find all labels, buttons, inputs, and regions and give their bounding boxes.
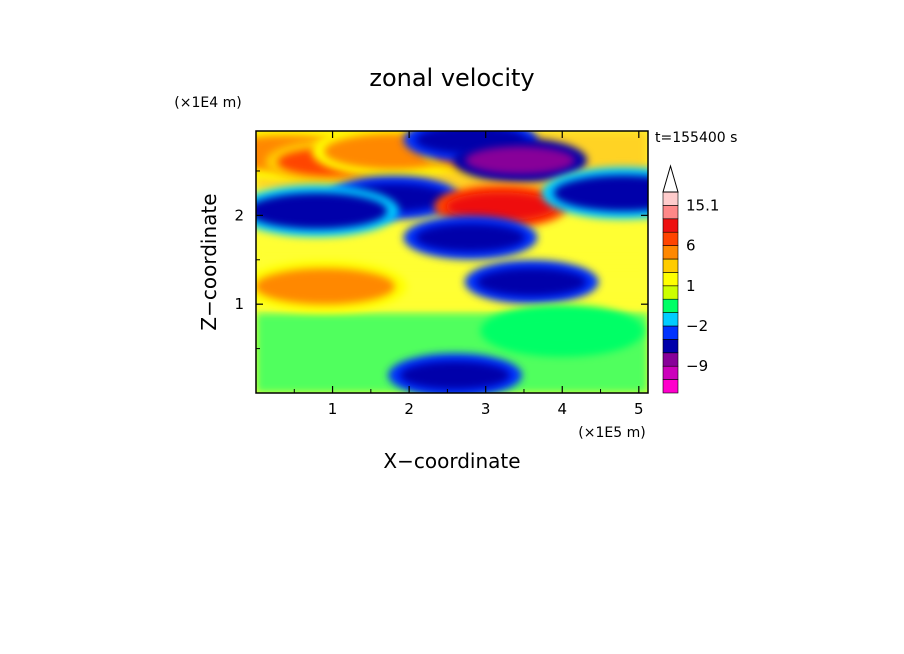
- colorbar-swatch: [662, 312, 679, 327]
- velocity-feature: [400, 361, 511, 390]
- plot-area: [256, 131, 648, 393]
- velocity-feature: [492, 312, 633, 349]
- colorbar-label: 6: [686, 237, 696, 255]
- colorbar-label: 15.1: [686, 196, 719, 214]
- colorbar-swatch: [662, 191, 679, 206]
- colorbar-arrow: [662, 164, 679, 193]
- colorbar-swatch: [662, 272, 679, 287]
- x-tick-label: 3: [481, 400, 491, 418]
- colorbar-swatch: [662, 352, 679, 367]
- y-axis-label: Z−coordinate: [197, 193, 221, 330]
- x-tick-label: 2: [404, 400, 414, 418]
- x-axis: 1 2 3 4 5: [293, 131, 644, 418]
- x-tick-label: 5: [634, 400, 644, 418]
- colorbar-swatch: [662, 365, 679, 380]
- colorbar-label: 1: [686, 277, 696, 295]
- colorbar-label: −2: [686, 317, 708, 335]
- velocity-feature: [476, 267, 587, 296]
- colorbar-label: −9: [686, 357, 708, 375]
- colorbar-swatch: [662, 339, 679, 354]
- x-tick-label: 1: [328, 400, 338, 418]
- y-axis: 12: [234, 170, 648, 350]
- colorbar-swatch: [662, 298, 679, 313]
- chart-title: zonal velocity: [369, 64, 534, 92]
- x-axis-label: X−coordinate: [383, 449, 520, 473]
- velocity-feature: [553, 175, 648, 212]
- colorbar-swatch: [662, 245, 679, 260]
- velocity-features: [256, 131, 648, 393]
- colorbar-swatch: [662, 218, 679, 233]
- velocity-feature: [256, 268, 395, 305]
- x-scale-label: (×1E5 m): [578, 425, 645, 441]
- colorbar-swatch: [662, 285, 679, 300]
- colorbar-swatch: [662, 205, 679, 220]
- y-scale-label: (×1E4 m): [174, 95, 241, 111]
- colorbar-swatch: [662, 379, 679, 394]
- velocity-feature: [446, 192, 556, 221]
- velocity-feature: [465, 146, 576, 175]
- colorbar-swatch: [662, 231, 679, 246]
- plot-frame: [255, 130, 649, 394]
- colorbar: 15.1 6 1 −2 −9: [662, 164, 719, 394]
- y-tick-label: 1: [234, 295, 244, 313]
- colorbar-swatch: [662, 258, 679, 273]
- x-tick-label: 4: [557, 400, 567, 418]
- time-label: t=155400 s: [655, 130, 737, 146]
- y-tick-label: 2: [234, 206, 244, 224]
- velocity-feature: [256, 192, 388, 229]
- velocity-feature: [415, 223, 526, 252]
- colorbar-swatch: [662, 325, 679, 340]
